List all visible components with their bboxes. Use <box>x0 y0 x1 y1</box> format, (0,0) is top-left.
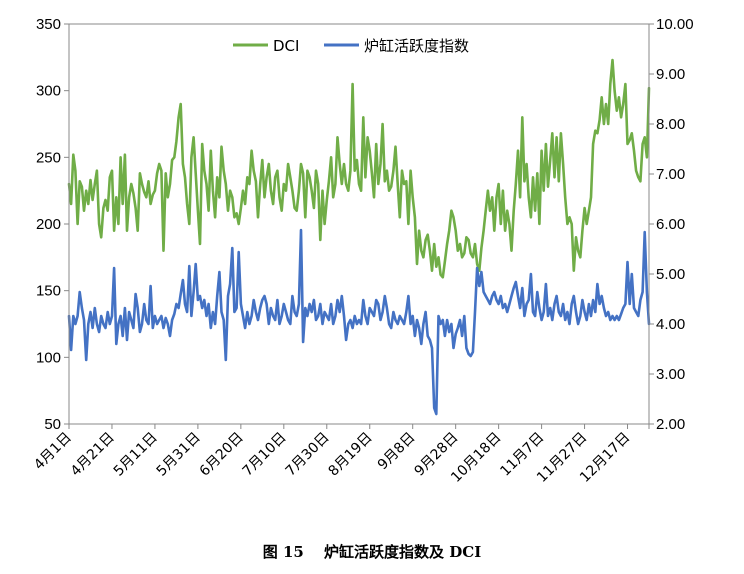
x-axis-tick-label: 5月31日 <box>154 430 204 480</box>
x-axis-tick-label: 8月19日 <box>326 430 376 480</box>
x-axis-tick-label: 6月20日 <box>197 430 247 480</box>
x-axis-tick-label: 5月11日 <box>111 430 161 480</box>
right-axis-tick-label: 3.00 <box>656 366 685 383</box>
right-axis-tick-label: 4.00 <box>656 316 685 333</box>
figure-caption: 图 15 炉缸活跃度指数及 DCI <box>262 543 482 561</box>
right-axis-tick-label: 2.00 <box>656 416 685 433</box>
x-axis-tick-label: 7月30日 <box>283 430 333 480</box>
left-axis-tick-label: 350 <box>36 16 61 33</box>
x-axis-tick-label: 7月10日 <box>240 430 290 480</box>
right-axis-tick-label: 5.00 <box>656 266 685 283</box>
right-axis-tick-label: 10.00 <box>656 16 694 33</box>
x-axis-tick-label: 4月21日 <box>68 430 118 480</box>
left-axis-tick-label: 250 <box>36 149 61 166</box>
left-axis-tick-label: 150 <box>36 283 61 300</box>
right-axis-tick-label: 9.00 <box>656 66 685 83</box>
legend-label-dci: DCI <box>273 37 299 55</box>
left-axis-tick-label: 300 <box>36 83 61 100</box>
series-line-dci <box>67 58 651 279</box>
right-axis-tick-label: 8.00 <box>656 116 685 133</box>
series-line-hearth-activity-index <box>67 228 651 416</box>
right-axis-tick-label: 7.00 <box>656 166 685 183</box>
plot-area-border <box>68 23 650 425</box>
right-axis-tick-label: 6.00 <box>656 216 685 233</box>
left-axis-tick-label: 50 <box>44 416 61 433</box>
legend-label-hearth-activity-index: 炉缸活跃度指数 <box>364 37 469 55</box>
left-axis-tick-label: 100 <box>36 349 61 366</box>
left-axis-tick-label: 200 <box>36 216 61 233</box>
